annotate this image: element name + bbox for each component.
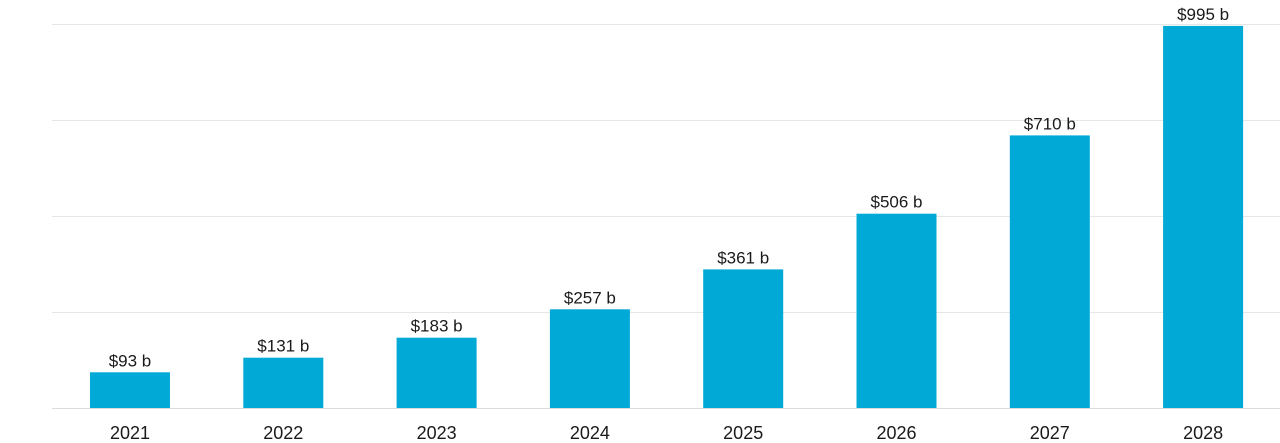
bar-value-label: $995 b bbox=[1177, 5, 1229, 24]
bars bbox=[90, 25, 1244, 409]
bar-value-label: $183 b bbox=[411, 317, 463, 336]
gridlines bbox=[52, 24, 1280, 409]
x-tick-label: 2028 bbox=[1183, 423, 1223, 443]
bar-value-labels: $93 b $131 b $183 b $257 b $361 b $506 b $710 … bbox=[109, 5, 1229, 370]
bar-value-label: $93 b bbox=[109, 351, 152, 370]
bar-value-label: $506 b bbox=[871, 193, 923, 212]
x-tick-label: 2023 bbox=[417, 423, 457, 443]
x-tick-label: 2025 bbox=[723, 423, 763, 443]
x-tick-label: 2026 bbox=[876, 423, 916, 443]
x-axis-tick-labels: 2021 2022 2023 2024 2025 2026 2027 2028 bbox=[110, 423, 1223, 443]
x-tick-label: 2027 bbox=[1030, 423, 1070, 443]
bar-2028 bbox=[1163, 25, 1244, 409]
bar-2025 bbox=[703, 269, 784, 408]
bar-value-label: $131 b bbox=[257, 337, 309, 356]
bar-value-label: $361 b bbox=[717, 248, 769, 267]
bar-2022 bbox=[243, 357, 324, 408]
bar-value-label: $710 b bbox=[1024, 114, 1076, 133]
x-tick-label: 2021 bbox=[110, 423, 150, 443]
bar-2021 bbox=[90, 372, 170, 408]
x-tick-label: 2022 bbox=[263, 423, 303, 443]
bar-2027 bbox=[1009, 135, 1090, 408]
x-tick-label: 2024 bbox=[570, 423, 610, 443]
bar-2023 bbox=[396, 337, 477, 408]
bar-value-label: $257 b bbox=[564, 288, 616, 307]
bar-2024 bbox=[549, 309, 630, 408]
bar-2026 bbox=[856, 213, 937, 408]
